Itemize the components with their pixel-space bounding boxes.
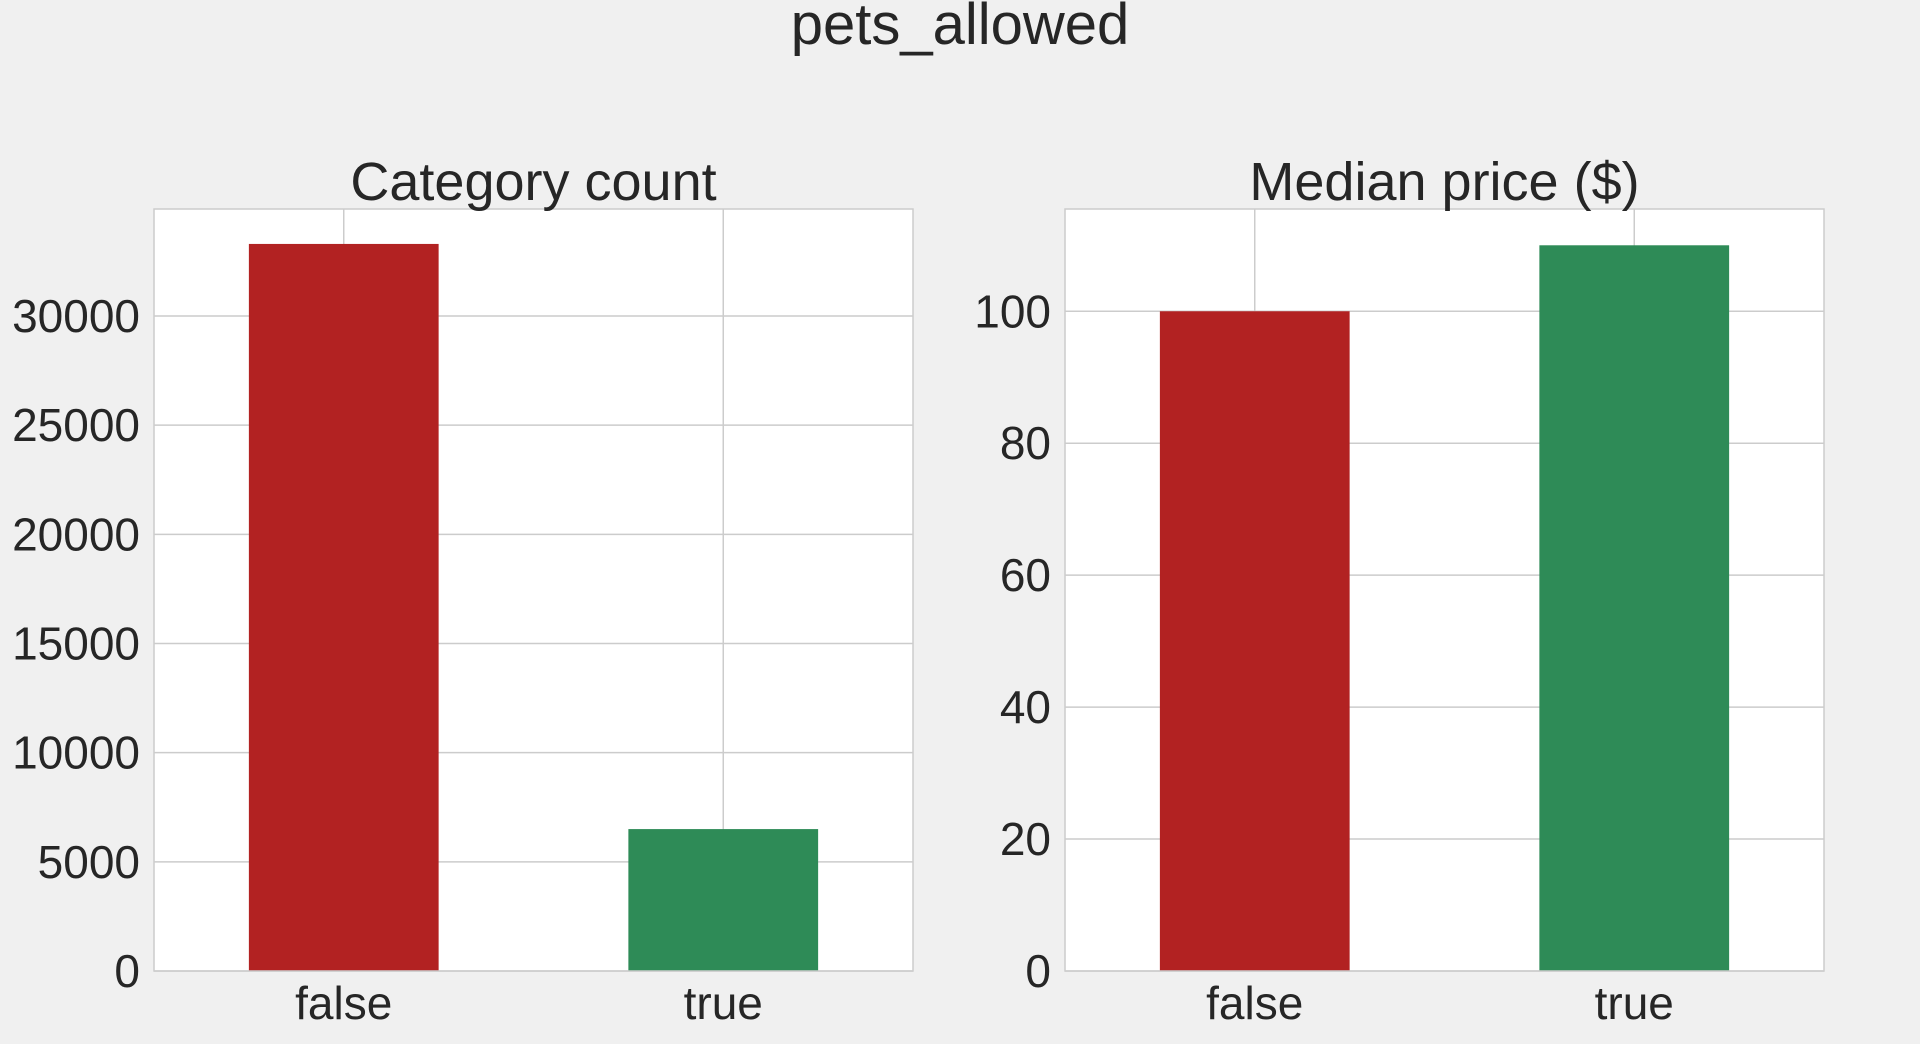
figure-suptitle: pets_allowed: [791, 0, 1130, 57]
plot-frame: [1064, 208, 1825, 972]
y-tick-label: 10000: [12, 727, 140, 779]
y-tick-label: 20000: [12, 508, 140, 560]
y-tick-label: 0: [1025, 945, 1051, 997]
chart-panel-2: 0 20 40 60 80 100 false true Median price ($): [974, 152, 1825, 1029]
y-tick-label: 15000: [12, 617, 140, 669]
plot-frame: [153, 208, 914, 972]
chart-title: Category count: [350, 152, 716, 212]
y-tick-label: 60: [1000, 549, 1051, 601]
chart-title: Median price ($): [1249, 152, 1639, 212]
y-tick-label: 80: [1000, 417, 1051, 469]
x-tick-label: false: [1206, 977, 1303, 1029]
y-tick-label: 100: [974, 285, 1051, 337]
chart-panels: 0 5000 10000 15000 20000 25000 30000 false true C…: [12, 152, 1825, 1029]
y-tick-label: 0: [114, 945, 140, 997]
bar-true: [1539, 245, 1730, 972]
y-tick-label: 30000: [12, 290, 140, 342]
bar-false: [248, 243, 439, 972]
y-tick-label: 5000: [38, 836, 140, 888]
y-tick-label: 40: [1000, 681, 1051, 733]
bar-false: [1159, 311, 1350, 971]
x-tick-label: true: [684, 977, 763, 1029]
x-tick-label: false: [295, 977, 392, 1029]
chart-panel-1: 0 5000 10000 15000 20000 25000 30000 false true C…: [12, 152, 914, 1029]
y-tick-label: 20: [1000, 813, 1051, 865]
bar-true: [628, 829, 819, 971]
y-tick-label: 25000: [12, 399, 140, 451]
x-tick-label: true: [1595, 977, 1674, 1029]
